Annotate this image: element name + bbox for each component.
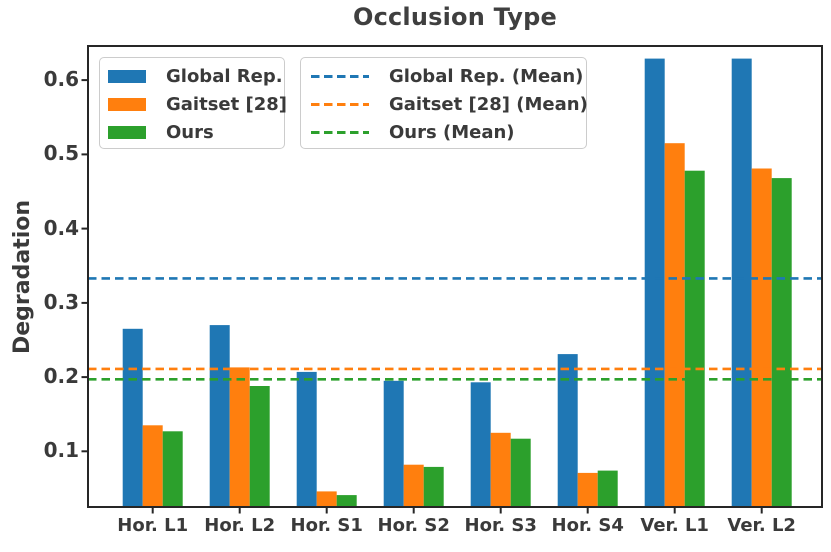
- bar-ours-ver-l1: [684, 170, 705, 507]
- legend-item-gaitset-mean: Gaitset [28] (Mean): [311, 90, 588, 118]
- y-tick-label-0.1: 0.1: [43, 438, 79, 463]
- bar-global-rep-hor-s4: [557, 354, 578, 507]
- axes-frame: [87, 45, 823, 508]
- x-tick-label-hor-l1: Hor. L1: [117, 515, 189, 536]
- color-swatch-ours: [108, 125, 146, 139]
- x-tick-label-hor-s4: Hor. S4: [551, 515, 624, 536]
- x-tick-label-hor-s3: Hor. S3: [464, 515, 537, 536]
- bar-global-rep-hor-l1: [122, 328, 143, 507]
- x-tick-label-hor-s1: Hor. S1: [290, 515, 363, 536]
- color-swatch-gaitset: [108, 97, 146, 111]
- legend-series-box: Global Rep. Gaitset [28] Ours: [99, 57, 287, 149]
- bar-global-rep-hor-s2: [383, 380, 404, 507]
- x-tick-label-ver-l1: Ver. L1: [640, 515, 709, 536]
- legend-label: Ours (Mean): [389, 121, 515, 143]
- bar-ours-hor-s1: [336, 495, 357, 507]
- x-tick-label-hor-l2: Hor. L2: [204, 515, 276, 536]
- bar-gaitset-28-hor-l1: [142, 425, 163, 507]
- legend-item-global-rep-mean: Global Rep. (Mean): [311, 62, 586, 90]
- bar-global-rep-hor-s3: [470, 382, 491, 507]
- bar-global-rep-ver-l2: [731, 58, 752, 507]
- legend-label: Gaitset [28]: [166, 93, 287, 115]
- bar-global-rep-hor-l2: [209, 325, 230, 507]
- dashed-line-sample-ours: [311, 130, 369, 135]
- chart-title: Occlusion Type: [352, 3, 558, 31]
- bar-ours-hor-s2: [423, 466, 444, 507]
- x-tick-label-ver-l2: Ver. L2: [727, 515, 796, 536]
- bar-gaitset-28-hor-s2: [403, 464, 424, 507]
- y-tick-label-0.3: 0.3: [43, 289, 79, 314]
- y-tick-label-0.4: 0.4: [43, 215, 79, 240]
- bar-gaitset-28-ver-l2: [751, 168, 772, 507]
- bar-ours-hor-s4: [597, 470, 618, 507]
- legend-item-ours: Ours: [108, 118, 284, 146]
- bar-ours-hor-l1: [162, 431, 183, 507]
- bar-ours-hor-l2: [249, 386, 270, 507]
- legend-label: Global Rep. (Mean): [389, 65, 584, 87]
- legend-label: Ours: [166, 121, 214, 143]
- x-tick-label-hor-s2: Hor. S2: [377, 515, 450, 536]
- legend-label: Gaitset [28] (Mean): [389, 93, 588, 115]
- bar-ours-hor-s3: [510, 438, 531, 507]
- bar-ours-ver-l2: [771, 178, 792, 507]
- color-swatch-global-rep: [108, 69, 146, 83]
- bar-global-rep-hor-s1: [296, 371, 317, 507]
- bar-gaitset-28-hor-s1: [316, 491, 337, 507]
- legend-item-ours-mean: Ours (Mean): [311, 118, 586, 146]
- y-tick-label-0.2: 0.2: [43, 364, 79, 389]
- bar-gaitset-28-hor-s4: [577, 472, 598, 507]
- bar-global-rep-ver-l1: [644, 58, 665, 507]
- bar-gaitset-28-hor-l2: [229, 367, 250, 507]
- legend-item-gaitset: Gaitset [28]: [108, 90, 287, 118]
- y-tick-label-0.6: 0.6: [43, 67, 79, 92]
- dashed-line-sample-gaitset: [311, 102, 369, 106]
- legend-means-box: Global Rep. (Mean) Gaitset [28] (Mean) O…: [300, 57, 588, 149]
- y-tick-label-0.5: 0.5: [43, 141, 79, 166]
- bar-gaitset-28-ver-l1: [664, 143, 685, 507]
- bar-gaitset-28-hor-s3: [490, 432, 511, 507]
- legend-label: Global Rep.: [166, 65, 283, 87]
- legend-item-global-rep: Global Rep.: [108, 62, 284, 90]
- dashed-line-sample-global-rep: [311, 74, 369, 78]
